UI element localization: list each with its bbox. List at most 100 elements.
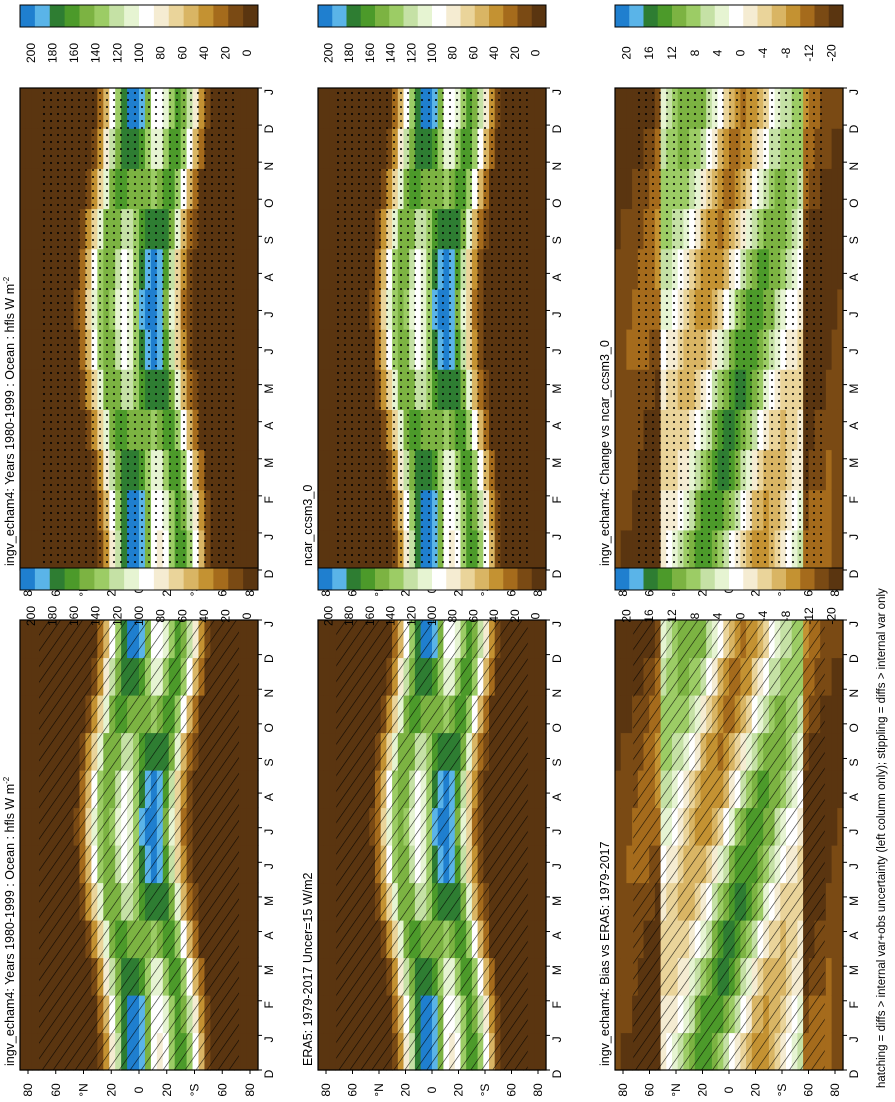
colorbar-cell [20,568,36,590]
heatmap-cell [620,957,627,996]
heatmap-cell [25,248,33,290]
heatmap-cell [240,529,247,571]
heatmap-cell [31,489,39,531]
heatmap-cell [323,920,330,959]
colorbar-frame [317,4,547,28]
heatmap-cell [329,449,336,491]
colorbar-label: 4 [711,612,725,619]
heatmap-cell [20,88,27,129]
heatmap-cell [329,957,336,996]
heatmap-cell [528,409,536,451]
heatmap-cell [825,288,833,330]
colorbar-label: 180 [45,606,59,626]
colorbar-label: 12 [665,609,679,623]
heatmap-cell [252,620,259,659]
colorbar-label: 200 [321,606,335,626]
heatmap-cell [246,882,253,921]
heatmap-cell [540,620,547,659]
heatmap-cell [318,489,325,531]
lat-label: 80 [243,1083,257,1097]
month-label: A [550,422,564,430]
heatmap-cell [20,882,27,921]
heatmap-cell [615,489,622,531]
colorbar-label: 120 [110,606,124,626]
heatmap-cell [615,920,622,959]
heatmap-cell [252,168,259,210]
month-label: M [262,965,276,975]
panel: DJFMAMJJASONDJ8060°N20020°S6080ingv_echa… [2,4,276,597]
colorbar-label: 140 [384,43,398,63]
heatmap-cell [825,732,833,771]
heatmap-cell [20,920,27,959]
heatmap-cell [837,409,844,451]
heatmap-cell [246,168,253,210]
heatmap-cell [25,657,33,696]
heatmap-cell [252,329,259,370]
heatmap-cell [615,732,622,771]
colorbar-label: 160 [363,43,377,63]
heatmap-cell [620,845,627,884]
colorbar-cell [183,5,199,27]
month-label: J [847,534,861,540]
heatmap-cell [25,369,33,410]
heatmap-cell [329,620,336,659]
lat-label: 20 [399,1083,413,1097]
heatmap-cell [534,882,541,921]
colorbar-cell [743,568,758,590]
month-label: D [847,124,861,133]
colorbar-label: 140 [89,43,103,63]
colorbar-cell [517,568,533,590]
colorbar-cell [243,568,259,590]
colorbar-cell [403,5,419,27]
heatmap-cell [323,529,330,571]
heatmap-cell [246,957,253,996]
heatmap-cell [837,288,844,330]
heatmap-cell [626,657,633,696]
month-label: F [550,496,564,503]
lat-label: °N [372,1083,386,1096]
heatmap-cell [252,657,259,696]
colorbar-label: 60 [175,46,189,60]
heatmap-cell [318,770,325,809]
heatmap-cell [252,1032,259,1071]
heatmap-cell [31,770,39,809]
heatmap-cell [540,770,547,809]
heatmap-cell [831,995,838,1034]
panel-title: ingv_echam4: Years 1980-1999 : Ocean : h… [2,776,17,1066]
colorbar-cell [672,568,687,590]
month-label: O [847,723,861,732]
colorbar-cell [828,5,844,27]
hatching-overlay [336,620,528,1070]
heatmap-cell [831,329,838,370]
heatmap-cell [25,288,33,330]
heatmap-cell [323,449,330,491]
heatmap-cell [528,88,536,129]
colorbar-cell [474,5,490,27]
lat-label: 60 [505,1083,519,1097]
colorbar-cell [643,568,659,590]
heatmap-cell [20,995,27,1034]
colorbar-cell [49,568,66,590]
heatmap-cell [825,168,833,210]
colorbar-cell [615,5,630,27]
heatmap-cell [534,620,541,659]
heatmap-cell [31,329,39,370]
heatmap-cell [534,845,541,884]
heatmap-cell [25,845,33,884]
heatmap-cell [540,489,547,531]
heatmap-cell [626,845,633,884]
heatmap-cell [25,168,33,210]
heatmap-cell [620,288,627,330]
month-label: S [847,758,861,766]
heatmap-cell [831,920,838,959]
title-superscript: -2 [2,776,11,784]
colorbar-cell [94,568,110,590]
heatmap-cell [323,995,330,1034]
heatmap-cell [20,329,27,370]
month-label: J [550,311,564,317]
heatmap-cell [615,409,622,451]
heatmap-cell [528,695,536,734]
heatmap-cell [329,920,336,959]
heatmap-cell [528,845,536,884]
heatmap-cell [837,845,844,884]
